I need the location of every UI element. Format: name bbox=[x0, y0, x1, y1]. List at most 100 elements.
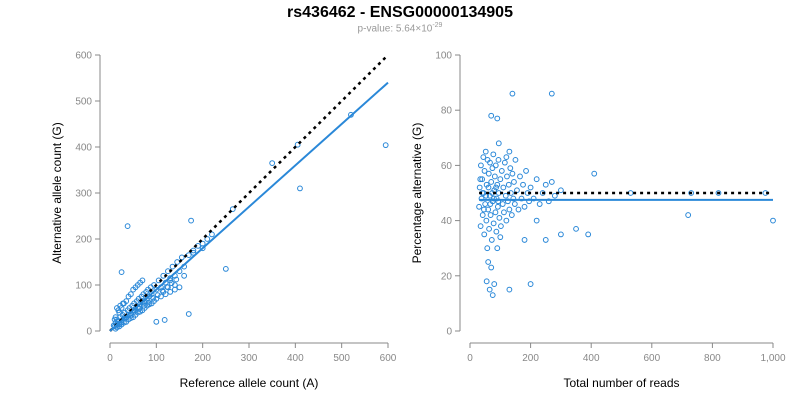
data-point bbox=[497, 176, 504, 183]
data-point bbox=[487, 201, 494, 207]
data-point bbox=[476, 203, 482, 210]
data-point bbox=[517, 173, 523, 180]
data-point bbox=[154, 292, 161, 299]
data-point bbox=[501, 209, 507, 216]
x-tick-label: 500 bbox=[333, 353, 350, 364]
y-tick-label: 20 bbox=[441, 271, 453, 282]
data-point bbox=[297, 185, 303, 192]
data-point bbox=[483, 278, 490, 285]
y-tick-label: 200 bbox=[75, 235, 92, 246]
data-point bbox=[503, 217, 510, 224]
x-tick-label: 200 bbox=[194, 353, 211, 364]
x-tick-label: 1,000 bbox=[760, 353, 785, 364]
data-point bbox=[153, 286, 160, 293]
data-point bbox=[503, 154, 510, 161]
data-point bbox=[511, 201, 518, 207]
data-point bbox=[493, 228, 500, 235]
x-tick-label: 300 bbox=[241, 353, 258, 364]
data-point bbox=[209, 231, 215, 238]
data-point bbox=[140, 302, 147, 309]
y-tick-label: 100 bbox=[75, 281, 92, 292]
data-point bbox=[495, 140, 502, 147]
data-point bbox=[527, 281, 534, 287]
data-point bbox=[174, 259, 181, 265]
data-point bbox=[507, 165, 514, 172]
y-axis-title: Alternative allele count (G) bbox=[50, 122, 64, 263]
data-point bbox=[482, 148, 489, 155]
data-point bbox=[188, 217, 194, 224]
data-point bbox=[478, 195, 485, 202]
data-point bbox=[481, 168, 488, 174]
data-point bbox=[506, 148, 513, 155]
y-tick-label: 40 bbox=[441, 216, 453, 227]
data-point bbox=[139, 277, 146, 284]
data-point bbox=[498, 223, 504, 230]
data-point bbox=[476, 184, 483, 191]
data-point bbox=[479, 212, 486, 218]
data-point bbox=[526, 198, 532, 205]
data-point bbox=[505, 181, 512, 188]
data-point bbox=[485, 259, 492, 265]
data-point bbox=[515, 206, 522, 213]
data-point bbox=[483, 192, 489, 199]
y-tick-label: 0 bbox=[86, 327, 92, 338]
data-point bbox=[494, 115, 501, 122]
data-point bbox=[489, 165, 496, 172]
data-point bbox=[533, 217, 540, 224]
data-point bbox=[494, 203, 501, 210]
data-point bbox=[176, 284, 183, 291]
data-point bbox=[591, 170, 598, 177]
chart-subtitle: p-value: 5.64×10-29 bbox=[0, 22, 800, 34]
data-point bbox=[294, 141, 301, 148]
data-point bbox=[520, 181, 526, 188]
x-tick-label: 400 bbox=[583, 353, 600, 364]
data-point bbox=[477, 223, 484, 230]
data-point bbox=[478, 162, 484, 169]
data-point bbox=[539, 190, 546, 196]
data-point bbox=[158, 293, 164, 300]
y-tick-label: 60 bbox=[441, 161, 453, 172]
subtitle-prefix: p-value: 5.64×10 bbox=[357, 23, 433, 35]
data-point bbox=[181, 272, 188, 279]
data-point bbox=[504, 173, 510, 180]
data-point bbox=[530, 195, 537, 202]
data-point bbox=[521, 203, 528, 210]
data-point bbox=[509, 90, 516, 97]
data-point bbox=[485, 184, 492, 191]
data-point bbox=[484, 245, 491, 252]
x-tick-label: 600 bbox=[643, 353, 660, 364]
data-point bbox=[485, 170, 492, 177]
data-point bbox=[508, 212, 515, 218]
data-point bbox=[512, 156, 519, 163]
data-point bbox=[148, 291, 155, 298]
x-tick-label: 0 bbox=[107, 353, 113, 364]
x-tick-label: 800 bbox=[704, 353, 721, 364]
data-point bbox=[558, 231, 564, 238]
data-point bbox=[488, 237, 495, 243]
data-point bbox=[153, 318, 160, 325]
data-point bbox=[487, 212, 494, 218]
data-point bbox=[488, 264, 495, 271]
data-point bbox=[501, 159, 508, 166]
data-point bbox=[523, 168, 529, 174]
data-point bbox=[545, 198, 552, 205]
data-point bbox=[770, 217, 776, 224]
data-point bbox=[477, 176, 484, 183]
data-point bbox=[269, 160, 276, 167]
data-point bbox=[510, 195, 517, 202]
data-point bbox=[173, 276, 180, 283]
y-tick-label: 100 bbox=[435, 51, 452, 62]
data-point bbox=[498, 168, 505, 174]
data-point bbox=[489, 292, 496, 299]
data-point bbox=[482, 201, 489, 207]
data-point bbox=[488, 112, 495, 119]
data-point bbox=[493, 184, 499, 191]
data-point bbox=[573, 225, 579, 232]
data-point bbox=[120, 300, 126, 307]
data-point bbox=[542, 237, 549, 243]
data-point bbox=[222, 266, 229, 272]
data-point bbox=[136, 306, 143, 312]
data-point bbox=[500, 184, 507, 191]
y-axis-title: Percentage alternative (G) bbox=[410, 123, 424, 264]
